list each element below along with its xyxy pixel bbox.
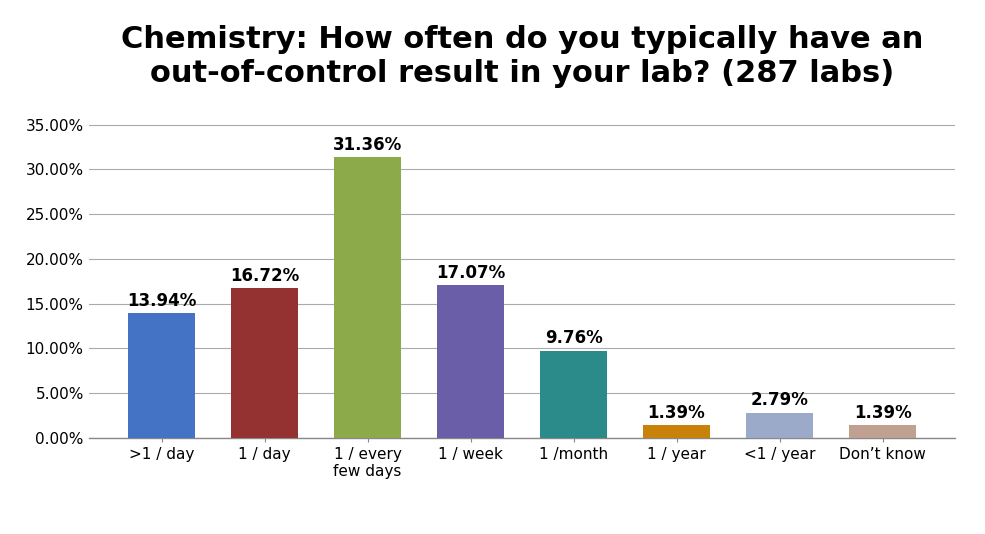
Text: 17.07%: 17.07% xyxy=(436,264,505,281)
Bar xyxy=(437,285,504,438)
Text: 9.76%: 9.76% xyxy=(545,329,603,347)
Bar xyxy=(334,158,401,438)
Text: 1.39%: 1.39% xyxy=(648,404,705,422)
Text: 13.94%: 13.94% xyxy=(127,292,196,310)
Bar xyxy=(643,426,710,438)
Bar xyxy=(128,313,195,438)
Text: 16.72%: 16.72% xyxy=(230,266,299,285)
Bar xyxy=(231,288,298,438)
Text: 31.36%: 31.36% xyxy=(333,136,402,154)
Text: 1.39%: 1.39% xyxy=(854,404,911,422)
Bar xyxy=(746,413,813,438)
Text: 2.79%: 2.79% xyxy=(751,391,809,410)
Bar xyxy=(849,426,916,438)
Bar xyxy=(540,350,607,438)
Title: Chemistry: How often do you typically have an
out-of-control result in your lab?: Chemistry: How often do you typically ha… xyxy=(121,25,923,88)
